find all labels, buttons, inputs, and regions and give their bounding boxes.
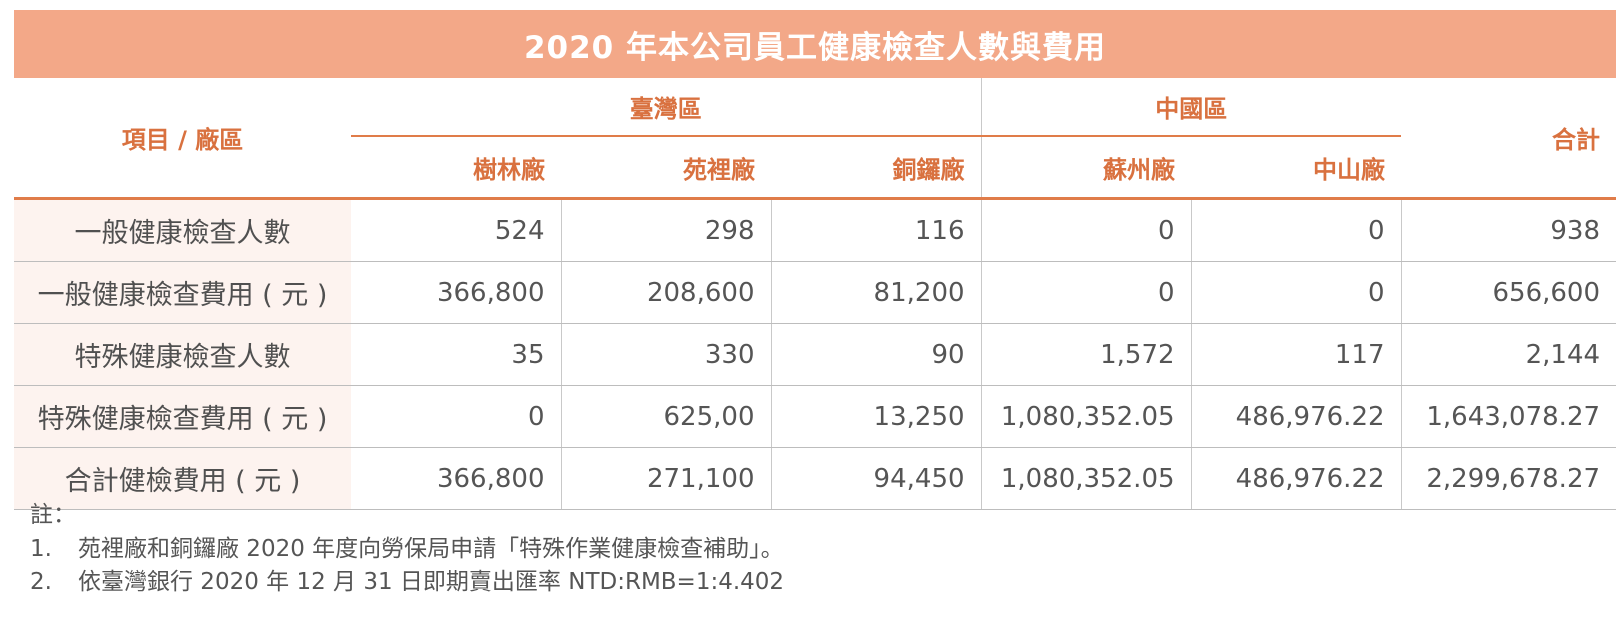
- cell-value: 35: [351, 323, 561, 386]
- region-header-china: 中國區: [980, 78, 1402, 137]
- plant-header-shulin: 樹林廠: [351, 136, 561, 200]
- health-check-table: 項目 / 廠區 臺灣區 中國區 合計 樹林廠 苑裡廠 銅鑼廠 蘇州廠 中山廠 一…: [14, 78, 1617, 510]
- notes-section: 註： 1. 苑裡廠和銅鑼廠 2020 年度向勞保局申請「特殊作業健康檢查補助」。…: [30, 497, 784, 599]
- note-item: 2. 依臺灣銀行 2020 年 12 月 31 日即期賣出匯率 NTD:RMB=…: [30, 566, 784, 599]
- table-row: 合計健檢費用 ( 元 ) 366,800 271,100 94,450 1,08…: [14, 447, 1617, 510]
- table-row: 特殊健康檢查人數 35 330 90 1,572 117 2,144: [14, 323, 1617, 386]
- region-header-taiwan: 臺灣區: [351, 78, 982, 137]
- cell-value: 298: [560, 198, 771, 262]
- cell-value: 1,080,352.05: [980, 385, 1192, 448]
- corner-header: 項目 / 廠區: [14, 78, 351, 200]
- cell-value: 13,250: [770, 385, 982, 448]
- table-row: 特殊健康檢查費用 ( 元 ) 0 625,00 13,250 1,080,352…: [14, 385, 1617, 448]
- cell-value: 524: [351, 198, 561, 262]
- note-number: 2.: [30, 569, 52, 595]
- cell-value: 90: [770, 323, 982, 386]
- table-row: 一般健康檢查人數 524 298 116 0 0 938: [14, 198, 1617, 262]
- cell-value: 1,080,352.05: [980, 447, 1192, 510]
- cell-value: 0: [1190, 261, 1402, 324]
- total-header: 合計: [1401, 78, 1617, 200]
- note-number: 1.: [30, 536, 52, 562]
- note-item: 1. 苑裡廠和銅鑼廠 2020 年度向勞保局申請「特殊作業健康檢查補助」。: [30, 533, 784, 566]
- cell-value: 81,200: [770, 261, 982, 324]
- row-label: 一般健康檢查人數: [14, 198, 351, 262]
- note-text: 依臺灣銀行 2020 年 12 月 31 日即期賣出匯率 NTD:RMB=1:4…: [78, 569, 785, 595]
- cell-total: 938: [1400, 198, 1617, 262]
- table-title: 2020 年本公司員工健康檢查人數與費用: [14, 10, 1616, 78]
- cell-total: 656,600: [1400, 261, 1617, 324]
- header-row-regions: 項目 / 廠區 臺灣區 中國區 合計: [14, 78, 1617, 200]
- cell-value: 116: [770, 198, 982, 262]
- plant-header-yuanli: 苑裡廠: [561, 136, 771, 200]
- cell-total: 2,144: [1400, 323, 1617, 386]
- row-label: 特殊健康檢查費用 ( 元 ): [14, 385, 351, 448]
- cell-value: 94,450: [770, 447, 982, 510]
- cell-value: 1,572: [980, 323, 1192, 386]
- table-row: 一般健康檢查費用 ( 元 ) 366,800 208,600 81,200 0 …: [14, 261, 1617, 324]
- cell-value: 0: [1190, 198, 1402, 262]
- row-label: 特殊健康檢查人數: [14, 323, 351, 386]
- note-text: 苑裡廠和銅鑼廠 2020 年度向勞保局申請「特殊作業健康檢查補助」。: [78, 536, 784, 562]
- notes-title: 註：: [30, 502, 76, 528]
- cell-total: 1,643,078.27: [1400, 385, 1617, 448]
- cell-value: 0: [351, 385, 561, 448]
- row-label: 合計健檢費用 ( 元 ): [14, 447, 351, 510]
- cell-value: 625,00: [560, 385, 771, 448]
- cell-value: 271,100: [560, 447, 771, 510]
- cell-total: 2,299,678.27: [1400, 447, 1617, 510]
- plant-header-suzhou: 蘇州廠: [980, 136, 1192, 200]
- cell-value: 486,976.22: [1190, 385, 1402, 448]
- cell-value: 0: [980, 198, 1192, 262]
- plant-header-tongluo: 銅鑼廠: [771, 136, 982, 200]
- cell-value: 208,600: [560, 261, 771, 324]
- header-row-plants: 樹林廠 苑裡廠 銅鑼廠 蘇州廠 中山廠: [14, 136, 1616, 200]
- plant-header-zhongshan: 中山廠: [1191, 136, 1402, 200]
- row-label: 一般健康檢查費用 ( 元 ): [14, 261, 351, 324]
- cell-value: 486,976.22: [1190, 447, 1402, 510]
- cell-value: 0: [980, 261, 1192, 324]
- cell-value: 366,800: [351, 261, 561, 324]
- cell-value: 117: [1190, 323, 1402, 386]
- cell-value: 330: [560, 323, 771, 386]
- cell-value: 366,800: [351, 447, 561, 510]
